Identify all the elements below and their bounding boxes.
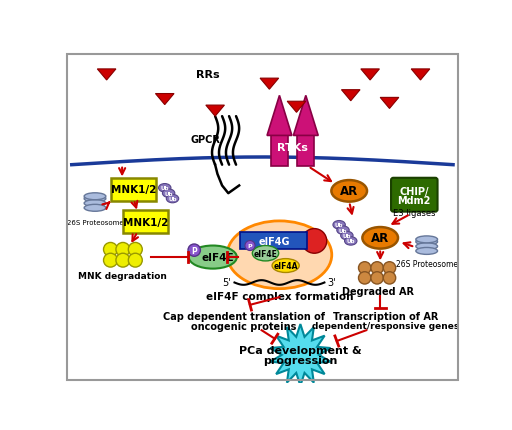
Text: AR: AR — [371, 232, 389, 245]
Ellipse shape — [84, 200, 106, 207]
Text: P: P — [248, 243, 252, 249]
Text: Cap dependent translation of: Cap dependent translation of — [163, 312, 325, 322]
Circle shape — [358, 262, 371, 274]
Text: MNK1/2: MNK1/2 — [111, 185, 157, 195]
FancyBboxPatch shape — [391, 178, 438, 212]
Text: Degraded AR: Degraded AR — [342, 286, 414, 296]
Polygon shape — [267, 96, 292, 136]
Text: 26S Proteosome: 26S Proteosome — [67, 219, 123, 225]
Ellipse shape — [159, 184, 171, 193]
Text: MNK1/2: MNK1/2 — [123, 217, 168, 227]
Ellipse shape — [272, 259, 299, 273]
Text: Transcription of AR: Transcription of AR — [333, 312, 438, 322]
Ellipse shape — [84, 205, 106, 212]
Circle shape — [383, 272, 396, 284]
Circle shape — [358, 272, 371, 284]
Ellipse shape — [252, 246, 279, 261]
FancyBboxPatch shape — [111, 178, 156, 201]
Polygon shape — [97, 70, 116, 81]
Text: Ub: Ub — [347, 239, 355, 244]
Circle shape — [383, 262, 396, 274]
Circle shape — [129, 254, 142, 267]
Circle shape — [116, 243, 130, 257]
Text: eIF4F complex formation: eIF4F complex formation — [206, 291, 353, 301]
Bar — [297, 136, 314, 167]
Ellipse shape — [227, 221, 332, 289]
Ellipse shape — [189, 246, 237, 269]
Circle shape — [103, 254, 117, 267]
Ellipse shape — [416, 248, 438, 255]
Text: E3 ligases: E3 ligases — [393, 209, 436, 218]
Text: progression: progression — [263, 356, 337, 365]
Text: Ub: Ub — [168, 197, 177, 202]
Circle shape — [116, 254, 130, 267]
Polygon shape — [342, 90, 360, 101]
Ellipse shape — [362, 227, 398, 249]
Ellipse shape — [416, 239, 438, 246]
Bar — [271, 136, 288, 167]
Ellipse shape — [337, 226, 349, 235]
Polygon shape — [287, 102, 306, 113]
Circle shape — [371, 262, 383, 274]
Text: 26S Proteosome: 26S Proteosome — [396, 260, 458, 269]
Text: Mdm2: Mdm2 — [398, 196, 431, 206]
Text: CHIP/: CHIP/ — [399, 187, 429, 197]
Text: RTKs: RTKs — [277, 143, 308, 153]
Ellipse shape — [331, 181, 367, 202]
Text: eIF4A: eIF4A — [273, 261, 298, 270]
FancyBboxPatch shape — [123, 211, 168, 233]
Text: 3': 3' — [328, 278, 336, 288]
Polygon shape — [270, 324, 331, 386]
Ellipse shape — [416, 237, 438, 243]
Text: PCa development &: PCa development & — [239, 345, 361, 356]
Circle shape — [103, 243, 117, 257]
Text: Ub: Ub — [335, 223, 344, 228]
Polygon shape — [361, 70, 379, 81]
Text: Ub: Ub — [339, 228, 347, 233]
Text: Ub: Ub — [160, 186, 169, 191]
Text: GPCR: GPCR — [190, 135, 220, 145]
Ellipse shape — [302, 229, 327, 254]
Text: 5': 5' — [223, 278, 231, 288]
Text: RRs: RRs — [196, 70, 219, 80]
Polygon shape — [411, 70, 430, 81]
Ellipse shape — [162, 190, 175, 198]
Ellipse shape — [84, 194, 106, 200]
Circle shape — [371, 272, 383, 284]
Circle shape — [188, 244, 200, 257]
Text: P: P — [191, 246, 197, 255]
Circle shape — [245, 241, 255, 251]
Polygon shape — [206, 106, 224, 117]
Polygon shape — [260, 79, 279, 90]
Text: eIF4G: eIF4G — [258, 237, 290, 246]
Circle shape — [129, 243, 142, 257]
Ellipse shape — [345, 237, 357, 246]
Polygon shape — [156, 94, 174, 105]
FancyBboxPatch shape — [240, 233, 307, 249]
Polygon shape — [293, 96, 318, 136]
Polygon shape — [380, 98, 399, 109]
Text: eIF4E: eIF4E — [201, 252, 234, 262]
Ellipse shape — [416, 243, 438, 250]
Text: Ub: Ub — [164, 191, 173, 196]
Text: oncogenic proteins: oncogenic proteins — [191, 321, 296, 331]
Text: MNK degradation: MNK degradation — [78, 271, 167, 280]
Ellipse shape — [84, 196, 106, 203]
Text: dependent/responsive genes: dependent/responsive genes — [312, 321, 459, 330]
Text: Ub: Ub — [343, 233, 351, 239]
Text: eIF4E: eIF4E — [253, 249, 278, 258]
Text: AR: AR — [340, 185, 358, 198]
Ellipse shape — [340, 232, 353, 240]
Ellipse shape — [333, 221, 345, 230]
Ellipse shape — [166, 195, 179, 203]
